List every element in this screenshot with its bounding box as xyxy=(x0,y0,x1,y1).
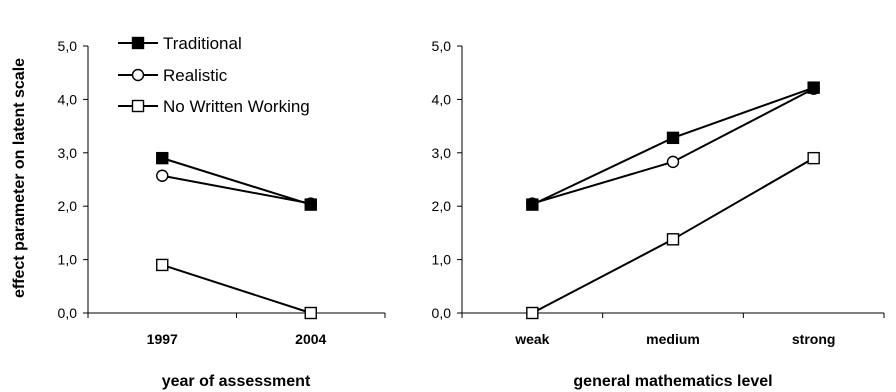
right-y-tick-label: 3,0 xyxy=(432,145,452,161)
right-point-no-written-working-medium xyxy=(666,233,680,246)
left-y-tick-label: 2,0 xyxy=(58,198,78,214)
right-point-no-written-working-strong xyxy=(807,151,820,165)
left-series-line-traditional xyxy=(161,157,312,206)
left-y-tick-label: 3,0 xyxy=(58,145,78,161)
right-y-tick-label: 0,0 xyxy=(432,305,452,321)
legend-marker-realistic xyxy=(131,68,145,82)
right-point-traditional-medium xyxy=(666,131,680,145)
right-series-line-realistic xyxy=(532,87,815,205)
left-point-traditional-1997 xyxy=(156,151,169,165)
left-y-tick-label: 0,0 xyxy=(58,305,78,321)
left-point-no-written-working-1997 xyxy=(156,258,169,272)
legend: Traditional Realistic No Written Working xyxy=(118,34,310,116)
legend-marker-no-written-working xyxy=(131,99,145,113)
y-axis-title: effect parameter on latent scale xyxy=(11,58,28,298)
right-y-tick-label: 2,0 xyxy=(432,198,452,214)
right-category-medium: medium xyxy=(646,331,700,347)
panel-general-mathematics-level: 0,0 1,0 2,0 3,0 4,0 5,0 weak medium strong genera… xyxy=(432,38,885,390)
left-y-tick-label: 5,0 xyxy=(58,38,78,54)
right-category-strong: strong xyxy=(792,331,836,347)
left-series-line-realistic xyxy=(162,174,311,205)
left-series-line-no-written-working xyxy=(161,263,312,314)
left-y-tick-label: 1,0 xyxy=(58,252,78,268)
right-point-no-written-working-weak xyxy=(526,306,539,320)
right-point-traditional-weak xyxy=(526,198,539,211)
left-x-axis-title: year of assessment xyxy=(162,373,311,390)
right-series-line-traditional xyxy=(531,86,815,206)
left-y-tick-label: 4,0 xyxy=(58,91,78,107)
legend-label-no-written-working: No Written Working xyxy=(163,97,310,116)
right-point-realistic-medium xyxy=(666,155,680,169)
right-y-tick-label: 1,0 xyxy=(432,252,452,268)
left-category-1997: 1997 xyxy=(147,331,178,347)
left-point-realistic-1997 xyxy=(156,169,169,182)
legend-label-realistic: Realistic xyxy=(163,66,228,85)
left-point-traditional-2004 xyxy=(304,198,317,211)
right-y-tick-label: 5,0 xyxy=(432,38,452,54)
right-y-tick-label: 4,0 xyxy=(432,91,452,107)
left-category-2004: 2004 xyxy=(295,331,326,347)
legend-marker-traditional xyxy=(131,36,145,50)
legend-label-traditional: Traditional xyxy=(163,34,242,53)
right-point-traditional-strong xyxy=(807,81,820,94)
right-x-axis-title: general mathematics level xyxy=(573,373,772,390)
left-point-no-written-working-2004 xyxy=(304,306,317,320)
right-category-weak: weak xyxy=(514,331,549,347)
panel-year-of-assessment: 0,0 1,0 2,0 3,0 4,0 5,0 1997 2004 year of assess… xyxy=(58,38,386,390)
